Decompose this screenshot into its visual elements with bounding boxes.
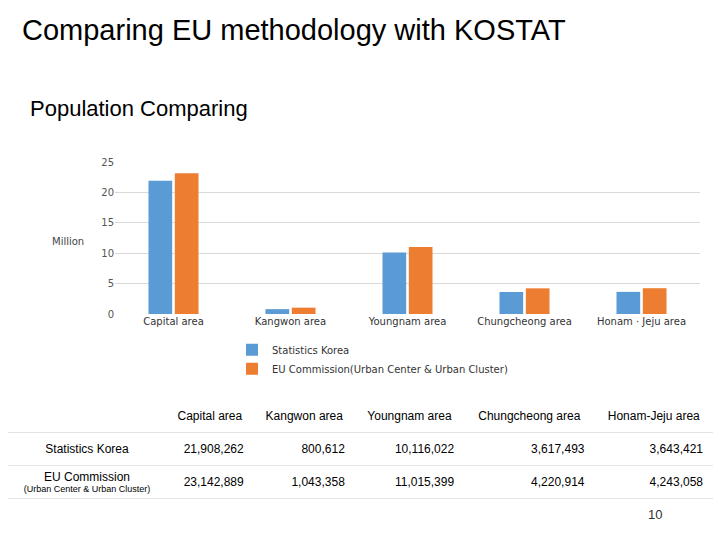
svg-text:Statistics Korea: Statistics Korea xyxy=(272,345,349,356)
svg-text:Kangwon area: Kangwon area xyxy=(255,316,326,327)
html-text:800,612: 800,612 xyxy=(301,442,345,456)
html-text:EU Commission: EU Commission xyxy=(44,470,130,484)
html-text:(Urban Center & Urban Cluster): (Urban Center & Urban Cluster) xyxy=(23,484,151,494)
svg-text:20: 20 xyxy=(101,187,114,198)
html-text:Youngnam area: Youngnam area xyxy=(367,409,452,423)
svg-text:10: 10 xyxy=(101,248,114,259)
html-text:11,015,399: 11,015,399 xyxy=(394,475,455,489)
html-text:Kangwon area: Kangwon area xyxy=(265,409,343,423)
html-text:Capital area: Capital area xyxy=(177,409,243,423)
svg-text:0: 0 xyxy=(108,309,114,320)
html-text:4,220,914: 4,220,914 xyxy=(531,475,585,489)
svg-text:15: 15 xyxy=(101,217,114,228)
html-text:10: 10 xyxy=(648,507,663,522)
html-text:4,243,058: 4,243,058 xyxy=(649,475,703,489)
svg-text:5: 5 xyxy=(108,278,114,289)
html-text:Population Comparing: Population Comparing xyxy=(30,96,248,121)
svg-text:Honam · Jeju area: Honam · Jeju area xyxy=(597,316,686,327)
html-text:1,043,358: 1,043,358 xyxy=(291,475,345,489)
svg-text:Million: Million xyxy=(52,236,84,247)
html-text:3,617,493: 3,617,493 xyxy=(531,442,585,456)
svg-text:Capital area: Capital area xyxy=(143,316,204,327)
html-text:3,643,421: 3,643,421 xyxy=(649,442,703,456)
html-text:Honam-Jeju area: Honam-Jeju area xyxy=(607,409,700,423)
html-text:10,116,022: 10,116,022 xyxy=(394,442,455,456)
html-text:Statistics Korea: Statistics Korea xyxy=(45,442,129,456)
svg-text:Youngnam area: Youngnam area xyxy=(368,316,447,327)
svg-text:EU Commission(Urban Center & U: EU Commission(Urban Center & Urban Clust… xyxy=(272,364,508,375)
html-text:Chungcheong area: Chungcheong area xyxy=(478,409,581,423)
html-text:23,142,889: 23,142,889 xyxy=(183,475,244,489)
svg-text:25: 25 xyxy=(101,157,114,168)
html-text:21,908,262: 21,908,262 xyxy=(183,442,244,456)
html-text:Comparing EU methodology with: Comparing EU methodology with KOSTAT xyxy=(22,14,566,46)
svg-text:Chungcheong area: Chungcheong area xyxy=(477,316,572,327)
